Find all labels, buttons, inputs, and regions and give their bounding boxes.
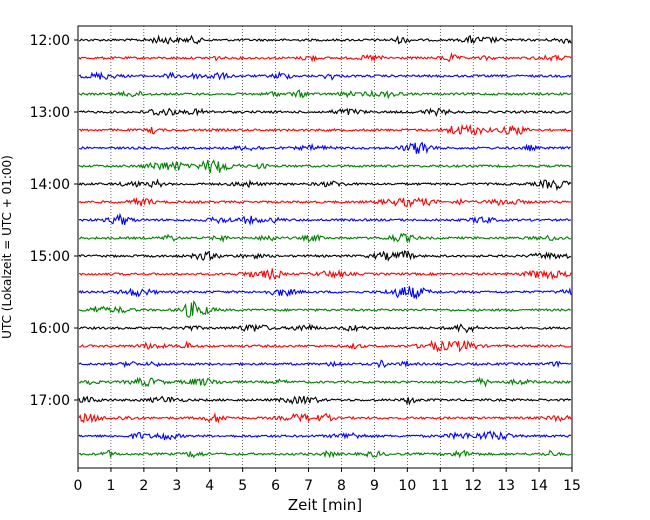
- trace-line: [78, 123, 572, 137]
- x-tick-label: 2: [139, 478, 148, 494]
- trace-line: [78, 178, 572, 192]
- trace-line: [78, 376, 572, 388]
- y-axis-ticks: 12:00 13:00 14:00 15:00 16:00 17:00: [30, 33, 78, 409]
- trace-line: [78, 52, 572, 63]
- y-tick-label: 15:00: [30, 249, 70, 265]
- trace-line: [78, 159, 572, 173]
- x-tick-label: 11: [431, 478, 449, 494]
- plot-frame: [77, 25, 573, 469]
- trace-line: [78, 107, 572, 118]
- x-axis-ticks: 0 1 2 3 4 5 6 7 8 9 10 11 12 13 14 15: [74, 468, 581, 494]
- y-tick-label: 14:00: [30, 177, 70, 193]
- trace-line: [78, 411, 572, 424]
- x-tick-label: 12: [464, 478, 482, 494]
- trace-line: [78, 339, 572, 353]
- x-axis-label: Zeit [min]: [288, 496, 362, 514]
- x-tick-label: 6: [271, 478, 280, 494]
- x-tick-label: 4: [205, 478, 214, 494]
- x-tick-label: 15: [563, 478, 581, 494]
- trace-line: [78, 323, 572, 334]
- trace-line: [78, 395, 572, 406]
- x-tick-label: 0: [74, 478, 83, 494]
- y-tick-label: 13:00: [30, 105, 70, 121]
- x-tick-label: 9: [370, 478, 379, 494]
- x-tick-label: 14: [530, 478, 548, 494]
- x-tick-label: 5: [238, 478, 247, 494]
- trace-line: [78, 34, 572, 45]
- trace-line: [78, 286, 572, 300]
- trace-line: [78, 212, 572, 226]
- trace-line: [78, 89, 572, 100]
- x-tick-label: 10: [398, 478, 416, 494]
- y-axis-label: UTC (Lokalzeit = UTC + 01:00): [0, 155, 14, 339]
- trace-line: [78, 449, 572, 459]
- vertical-grid: [110, 26, 540, 468]
- seismic-traces: [78, 34, 572, 459]
- trace-line: [78, 268, 572, 281]
- trace-line: [78, 299, 572, 318]
- y-tick-label: 16:00: [30, 321, 70, 337]
- trace-line: [78, 141, 572, 155]
- trace-line: [78, 196, 572, 208]
- y-tick-label: 12:00: [30, 33, 70, 49]
- trace-line: [78, 359, 572, 369]
- y-tick-label: 17:00: [30, 393, 70, 409]
- x-tick-label: 7: [304, 478, 313, 494]
- trace-line: [78, 70, 572, 81]
- x-tick-label: 1: [106, 478, 115, 494]
- x-tick-label: 13: [497, 478, 515, 494]
- trace-line: [78, 430, 572, 441]
- x-tick-label: 3: [172, 478, 181, 494]
- trace-line: [78, 232, 572, 244]
- trace-line: [78, 250, 572, 262]
- x-tick-label: 8: [337, 478, 346, 494]
